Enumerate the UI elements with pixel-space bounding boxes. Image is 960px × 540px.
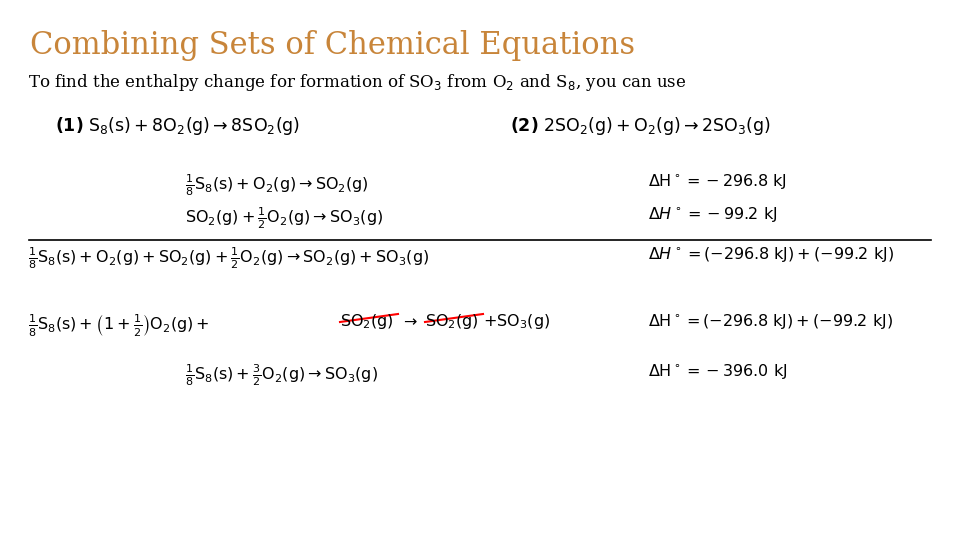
Text: $\mathrm{\Delta H^\circ = -396.0\ kJ}$: $\mathrm{\Delta H^\circ = -396.0\ kJ}$ xyxy=(648,362,787,381)
Text: Combining Sets of Chemical Equations: Combining Sets of Chemical Equations xyxy=(30,30,636,61)
Text: $\mathrm{SO_2(g)}$: $\mathrm{SO_2(g)}$ xyxy=(425,312,479,331)
Text: $\mathrm{\Delta H^\circ = (-296.8\ kJ) + (-99.2\ kJ)}$: $\mathrm{\Delta H^\circ = (-296.8\ kJ) +… xyxy=(648,312,893,331)
Text: $\mathrm{\Delta \mathit{H}^\circ = (-296.8\ kJ) + (-99.2\ kJ)}$: $\mathrm{\Delta \mathit{H}^\circ = (-296… xyxy=(648,245,894,264)
Text: $\mathrm{+ SO_3(g)}$: $\mathrm{+ SO_3(g)}$ xyxy=(483,312,550,331)
Text: $\mathrm{SO_2(g) + \frac{1}{2}O_2(g) \rightarrow SO_3(g)}$: $\mathrm{SO_2(g) + \frac{1}{2}O_2(g) \ri… xyxy=(185,205,383,231)
Text: $\mathrm{\rightarrow}$: $\mathrm{\rightarrow}$ xyxy=(400,312,418,329)
Text: $\mathrm{SO_2(g)}$: $\mathrm{SO_2(g)}$ xyxy=(340,312,394,331)
Text: $\mathrm{\Delta \mathit{H}^\circ = -99.2\ kJ}$: $\mathrm{\Delta \mathit{H}^\circ = -99.2… xyxy=(648,205,778,224)
Text: $\mathrm{\Delta H^\circ = -296.8\ kJ}$: $\mathrm{\Delta H^\circ = -296.8\ kJ}$ xyxy=(648,172,787,191)
Text: To find the enthalpy change for formation of SO$_3$ from O$_2$ and S$_8$, you ca: To find the enthalpy change for formatio… xyxy=(28,72,686,93)
Text: $\mathrm{\frac{1}{8}S_8(s) + O_2(g) \rightarrow SO_2(g)}$: $\mathrm{\frac{1}{8}S_8(s) + O_2(g) \rig… xyxy=(185,172,369,198)
Text: $\mathrm{\frac{1}{8}S_8(s) + O_2(g) + SO_2(g) + \frac{1}{2}O_2(g) \rightarrow SO: $\mathrm{\frac{1}{8}S_8(s) + O_2(g) + SO… xyxy=(28,245,429,271)
Text: $\mathbf{(1)}$ $\mathrm{S_8(s) + 8O_2(g) \rightarrow 8SO_2(g)}$: $\mathbf{(1)}$ $\mathrm{S_8(s) + 8O_2(g)… xyxy=(55,115,300,137)
Text: $\mathbf{(2)}$ $\mathrm{2SO_2(g) + O_2(g) \rightarrow 2SO_3(g)}$: $\mathbf{(2)}$ $\mathrm{2SO_2(g) + O_2(g… xyxy=(510,115,771,137)
Text: $\mathrm{\frac{1}{8}S_8(s) + \left(1+\frac{1}{2}\right)O_2(g) +}$: $\mathrm{\frac{1}{8}S_8(s) + \left(1+\fr… xyxy=(28,312,209,338)
Text: $\mathrm{\frac{1}{8}S_8(s) + \frac{3}{2}O_2(g) \rightarrow SO_3(g)}$: $\mathrm{\frac{1}{8}S_8(s) + \frac{3}{2}… xyxy=(185,362,378,388)
